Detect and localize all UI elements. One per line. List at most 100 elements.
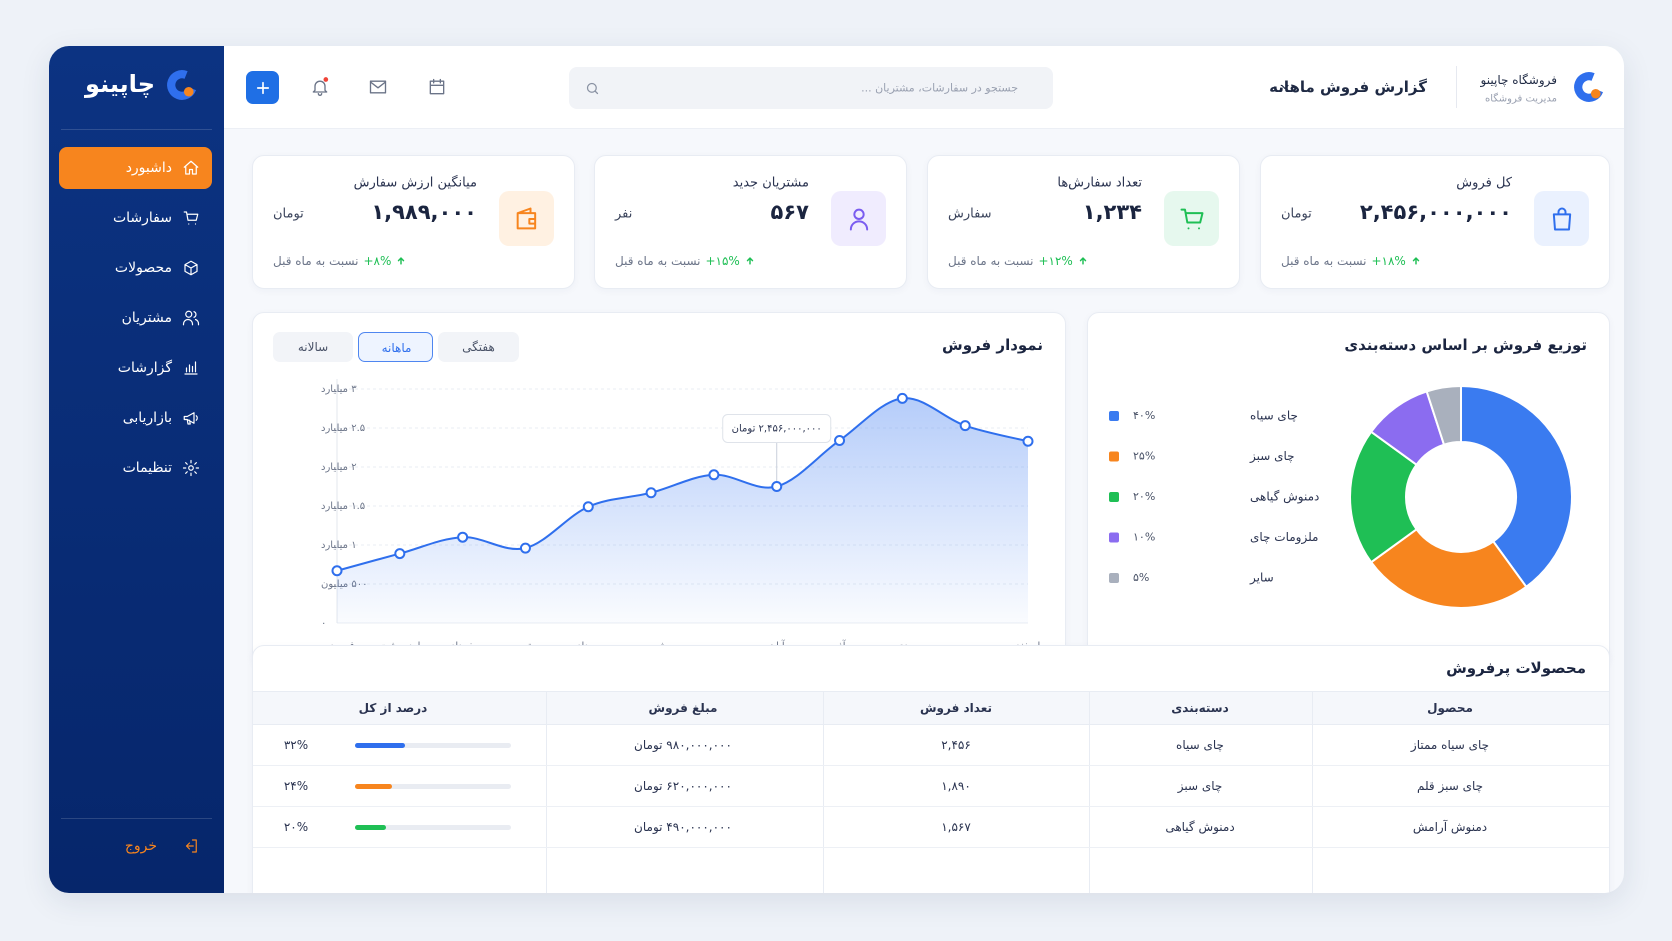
menu-icon-path (183, 412, 198, 425)
stat-icon-box (1534, 191, 1589, 246)
chart-tab[interactable]: ماهانه (358, 332, 433, 362)
legend-value: ۲۵% (1133, 450, 1155, 463)
legend-swatch (1109, 451, 1119, 462)
menu-active-bg[interactable] (59, 147, 212, 189)
stat-value: ۱,۹۸۹,۰۰۰ (371, 200, 477, 224)
plus-icon (256, 81, 269, 94)
stat-change: +۸% (363, 254, 392, 268)
table-card: محصولات پرفروش محصول دسته‌بندی تعداد فروش مب… (252, 645, 1610, 893)
progress-track (355, 824, 511, 830)
top-bar: جستجو در سفارشات، مشتریان ... گزارش فروش … (224, 46, 1624, 129)
search-icon (586, 82, 598, 94)
menu-icon-path (182, 310, 200, 326)
point (394, 548, 406, 560)
table-cell: چای سبز قلم (1416, 779, 1484, 793)
y-tick-label: ۳ میلیارد (321, 384, 357, 395)
stat-unit: سفارش (948, 206, 992, 222)
point (834, 434, 846, 446)
stat-card: میانگین ارزش سفارش ۱,۹۸۹,۰۰۰ تومان نسبت به … (252, 155, 575, 289)
report-selector[interactable]: گزارش فروش ماهانه (1269, 78, 1427, 96)
tooltip-box (722, 414, 832, 443)
stat-value: ۱,۲۳۴ (1082, 200, 1142, 224)
legend-value: ۱۰% (1133, 531, 1155, 544)
point (582, 501, 594, 513)
menu-icon-path (184, 260, 198, 276)
bell-icon-path (312, 80, 328, 96)
stat-value: ۲,۴۵۶,۰۰۰,۰۰۰ (1359, 200, 1512, 224)
percent-label: ۲۰% (283, 820, 309, 834)
legend-value: ۲۰% (1133, 490, 1155, 503)
point (896, 392, 908, 404)
pie-slice (1369, 527, 1528, 609)
stat-change: +۱۲% (1038, 254, 1073, 268)
line-chart-card: نمودار فروشسالانهماهانههفتگی۰۵۰۰ میلیون۱… (252, 312, 1066, 667)
menu-icon-path (182, 459, 200, 477)
stat-icon-box (499, 191, 554, 246)
stat-unit: نفر (615, 206, 633, 222)
point (771, 481, 783, 492)
chevron-icon-path (1281, 84, 1289, 90)
up-arrow (398, 257, 405, 265)
menu-item[interactable]: محصولات (114, 260, 172, 276)
stat-icon (1180, 208, 1203, 229)
logo-dot (183, 86, 194, 97)
legend-label: چای سیاه (1250, 409, 1298, 423)
add-button[interactable] (246, 71, 279, 104)
chart-title: نمودار فروش (942, 336, 1043, 354)
up-arrow (1079, 257, 1087, 265)
stat-unit: تومان (273, 206, 304, 222)
legend-value: ۵% (1133, 571, 1149, 584)
stat-change: +۱۵% (705, 254, 740, 268)
stat-icon (849, 208, 868, 230)
legend-label: دمنوش گیاهی (1250, 490, 1319, 505)
table-cell: دمنوش آرامش (1412, 820, 1488, 834)
mail-icon-path (369, 80, 387, 94)
menu-icon-path (183, 160, 199, 175)
chart-tab[interactable]: هفتگی (438, 332, 519, 362)
column-header: دسته‌بندی (1171, 701, 1229, 715)
up-arrow-path (1412, 257, 1420, 265)
stat-change-row: نسبت به ماه قبل +۸% (273, 254, 406, 268)
header-divider (1456, 66, 1457, 108)
percent-label: ۲۴% (283, 779, 309, 793)
table-cell: ۲,۴۵۶ (941, 738, 971, 752)
stat-change-row: نسبت به ماه قبل +۱۵% (615, 254, 755, 268)
logout[interactable]: خروج (124, 838, 157, 854)
menu-item[interactable]: گزارشات (117, 360, 172, 376)
legend-label: ملزومات چای (1250, 530, 1318, 545)
y-tick-label: ۱ میلیارد (321, 540, 357, 551)
search-box[interactable]: جستجو در سفارشات، مشتریان ... (569, 67, 1053, 109)
table-cell: ۶۲۰,۰۰۰,۰۰۰ تومان (634, 779, 732, 793)
store-role: مدیریت فروشگاه (1484, 93, 1557, 105)
stat-icon (516, 207, 536, 229)
menu-item[interactable]: بازاریابی (122, 410, 172, 426)
point (1022, 435, 1034, 447)
chevron-icon (1281, 84, 1289, 90)
stat-title: تعداد سفارش‌ها (1057, 175, 1142, 191)
up-arrow (1412, 257, 1420, 265)
progress-track (355, 783, 511, 789)
menu-item[interactable]: داشبورد (125, 160, 172, 176)
stat-icon (1552, 207, 1571, 230)
menu-item[interactable]: سفارشات (112, 210, 172, 226)
stat-card: تعداد سفارش‌ها ۱,۲۳۴ سفارش نسبت به ماه قبل +… (927, 155, 1240, 289)
row-border (253, 847, 1609, 848)
menu-item[interactable]: مشتریان (121, 310, 172, 326)
legend-label: سایر (1249, 571, 1274, 586)
stat-title: مشتریان جدید (732, 175, 809, 191)
stat-icon-path (849, 208, 868, 230)
menu-icon (184, 361, 198, 375)
plus-icon-path (256, 81, 269, 94)
stat-change: +۱۸% (1371, 254, 1406, 268)
menu-item[interactable]: تنظیمات (122, 460, 172, 476)
legend-label: چای سبز (1249, 449, 1295, 464)
progress-track (355, 742, 511, 748)
sidebar-divider (61, 129, 212, 130)
chart-tab[interactable]: سالانه (273, 332, 353, 362)
menu-icon (183, 211, 199, 225)
up-arrow (746, 257, 754, 265)
menu-icon-path (183, 211, 199, 225)
bell-icon (312, 77, 329, 96)
